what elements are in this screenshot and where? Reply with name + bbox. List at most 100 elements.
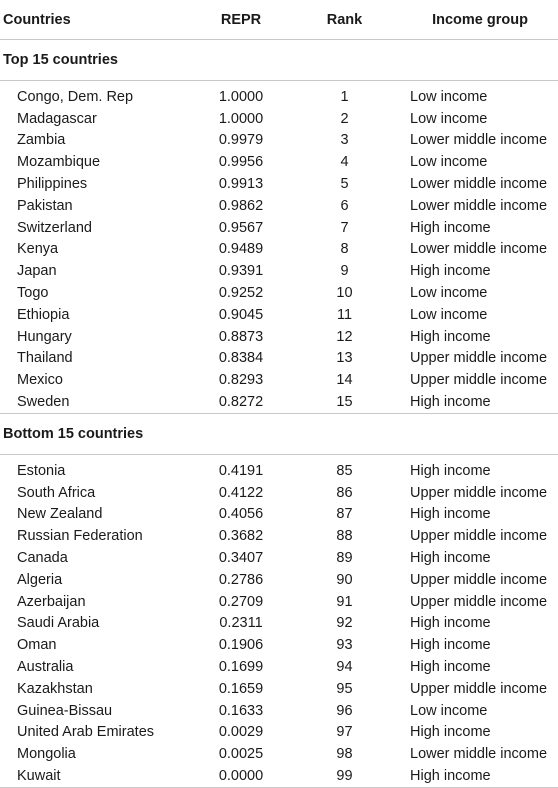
rank-cell: 1 (340, 88, 349, 105)
income-group-cell: High income (410, 394, 491, 411)
repr-cell: 0.3682 (218, 528, 264, 545)
table-row: Togo 0.9252 10 Low income (0, 282, 558, 304)
income-group-cell: High income (402, 765, 558, 788)
table-row: Mongolia 0.0025 98 Lower middle income (0, 743, 558, 765)
income-group-cell: High income (410, 328, 491, 345)
rank-cell: 14 (336, 372, 353, 389)
country-cell: Togo (17, 285, 49, 302)
country-cell: Philippines (17, 176, 88, 193)
repr-cell: 0.9489 (218, 241, 264, 258)
country-cell: Mexico (17, 372, 63, 389)
rank-cell: 8 (340, 241, 349, 258)
rank-cell: 85 (336, 462, 353, 479)
repr-cell: 0.8272 (218, 394, 264, 411)
table-row: Hungary 0.8873 12 High income (0, 326, 558, 348)
repr-cell: 0.3407 (218, 550, 264, 567)
repr-cell: 0.2311 (219, 615, 263, 632)
income-group-cell: Low income (410, 306, 488, 323)
table-row: Japan 0.9391 9 High income (0, 260, 558, 282)
income-group-cell: Lower middle income (410, 197, 548, 214)
income-group-cell: High income (410, 550, 491, 567)
income-group-cell: Lower middle income (410, 241, 548, 258)
table-row: Philippines 0.9913 5 Lower middle income (0, 173, 558, 195)
rank-cell: 87 (336, 506, 353, 523)
table-row: New Zealand 0.4056 87 High income (0, 504, 558, 526)
repr-cell: 0.2709 (218, 593, 264, 610)
repr-cell: 0.9913 (218, 176, 264, 193)
income-group-cell: High income (410, 615, 491, 632)
table-row: Pakistan 0.9862 6 Lower middle income (0, 195, 558, 217)
table-row: Guinea-Bissau 0.1633 96 Low income (0, 700, 558, 722)
rank-cell: 4 (340, 154, 349, 171)
country-cell: United Arab Emirates (17, 724, 155, 741)
repr-cell: 0.0025 (218, 746, 264, 763)
rank-cell: 6 (340, 197, 349, 214)
income-group-cell: Lower middle income (410, 132, 548, 149)
income-group-cell: Low income (410, 702, 488, 719)
country-cell: South Africa (17, 484, 96, 501)
table-header: Countries REPR Rank Income group (0, 0, 558, 40)
income-group-cell: High income (410, 263, 491, 280)
rank-cell: 7 (340, 219, 349, 236)
country-cell: Madagascar (17, 110, 97, 127)
income-group-cell: Low income (410, 285, 488, 302)
rank-cell: 90 (336, 571, 353, 588)
section-title: Bottom 15 countries (0, 412, 558, 455)
rank-cell: 94 (336, 659, 353, 676)
repr-cell: 0.1699 (218, 659, 264, 676)
income-group-cell: Upper middle income (410, 528, 548, 545)
income-group-cell: High income (410, 659, 491, 676)
repr-cell: 0.0029 (218, 724, 264, 741)
rank-cell: 2 (340, 110, 349, 127)
country-cell: Kazakhstan (17, 680, 93, 697)
table-row: Canada 0.3407 89 High income (0, 547, 558, 569)
table-row: Kazakhstan 0.1659 95 Upper middle income (0, 678, 558, 700)
table-row: South Africa 0.4122 86 Upper middle income (0, 482, 558, 504)
income-group-cell: Upper middle income (410, 593, 548, 610)
table-row: Sweden 0.8272 15 High income (0, 391, 558, 413)
country-cell: Russian Federation (17, 528, 143, 545)
repr-cell: 0.9391 (218, 263, 264, 280)
rank-cell: 89 (336, 550, 353, 567)
repr-cell: 0.8873 (218, 328, 264, 345)
country-cell: Azerbaijan (17, 593, 86, 610)
repr-cell: 0.1906 (218, 637, 264, 654)
country-cell: Algeria (17, 571, 63, 588)
rank-cell: 5 (340, 176, 349, 193)
table-body: Top 15 countries Congo, Dem. Rep 1.0000 1 Lo… (0, 39, 558, 788)
table-row: Zambia 0.9979 3 Lower middle income (0, 130, 558, 152)
rank-cell: 10 (336, 285, 353, 302)
country-cell: Switzerland (17, 219, 92, 236)
income-group-cell: Low income (410, 110, 488, 127)
rank-cell: 12 (336, 328, 353, 345)
country-cell: Australia (17, 659, 74, 676)
table-row: Australia 0.1699 94 High income (0, 656, 558, 678)
table-row: Saudi Arabia 0.2311 92 High income (0, 613, 558, 635)
country-cell: Ethiopia (17, 306, 70, 323)
repr-cell: 0.1659 (218, 680, 264, 697)
table-row: Kuwait 0.0000 99 High income (0, 765, 558, 788)
table-row: Congo, Dem. Rep 1.0000 1 Low income (0, 86, 558, 108)
country-cell: Canada (17, 550, 68, 567)
country-cell: Japan (17, 263, 57, 280)
rank-cell: 91 (336, 593, 353, 610)
repr-cell: 0.9956 (218, 154, 264, 171)
table-row: Madagascar 1.0000 2 Low income (0, 108, 558, 130)
repr-cell: 0.4056 (218, 506, 264, 523)
income-group-cell: High income (410, 724, 491, 741)
table-row: Estonia 0.4191 85 High income (0, 460, 558, 482)
repr-cell: 0.9045 (218, 306, 264, 323)
country-cell: Mozambique (17, 154, 101, 171)
country-cell: Mongolia (17, 746, 76, 763)
repr-cell: 1.0000 (218, 110, 264, 127)
rank-cell: 92 (336, 615, 353, 632)
income-group-cell: Upper middle income (410, 484, 548, 501)
country-cell: Estonia (17, 462, 66, 479)
country-cell: Guinea-Bissau (17, 702, 113, 719)
income-group-cell: High income (410, 462, 491, 479)
repr-cell: 0.2786 (218, 571, 264, 588)
rank-cell: 93 (336, 637, 353, 654)
income-group-cell: Upper middle income (410, 372, 548, 389)
table-row: Azerbaijan 0.2709 91 Upper middle income (0, 591, 558, 613)
